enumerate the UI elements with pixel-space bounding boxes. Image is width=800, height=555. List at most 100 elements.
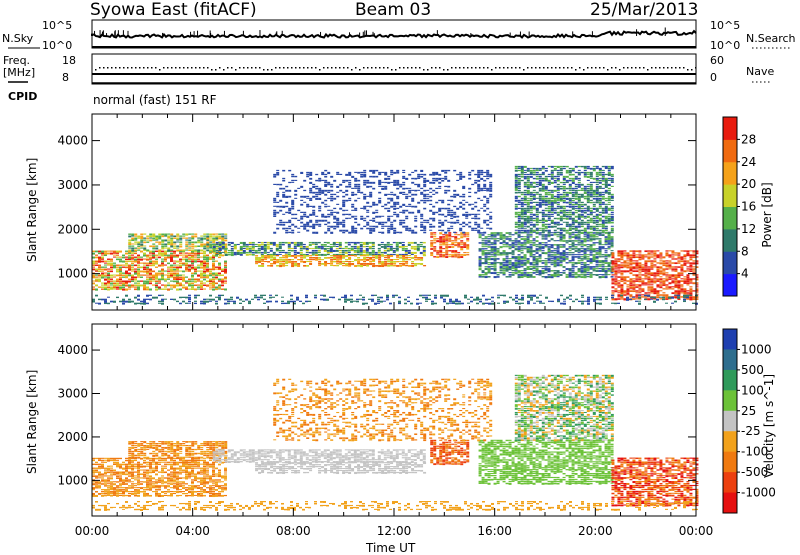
- velocity-cell: [351, 462, 354, 463]
- velocity-cell: [188, 477, 191, 478]
- power-cell: [466, 246, 469, 248]
- power-cell: [366, 257, 369, 258]
- power-cell: [439, 250, 442, 252]
- velocity-cell: [330, 468, 333, 470]
- velocity-cell: [321, 466, 324, 468]
- power-cell: [357, 246, 360, 248]
- velocity-cell: [420, 449, 423, 451]
- power-cell: [194, 251, 197, 252]
- velocity-cell: [336, 470, 339, 472]
- power-cell: [146, 277, 149, 278]
- velocity-cell: [563, 477, 566, 478]
- power-cell: [285, 257, 288, 258]
- velocity-cell: [95, 471, 98, 472]
- velocity-cell: [402, 449, 405, 450]
- velocity-cell: [167, 481, 170, 482]
- power-cell: [442, 240, 445, 242]
- velocity-cell: [176, 471, 179, 473]
- power-cell: [448, 232, 451, 234]
- power-cell: [596, 254, 599, 255]
- power-cell: [575, 246, 578, 247]
- power-cell: [390, 261, 393, 263]
- power-cell: [345, 246, 348, 248]
- velocity-cell: [330, 462, 333, 463]
- velocity-cell: [342, 468, 345, 469]
- velocity-cell: [212, 470, 215, 472]
- power-cell: [203, 265, 206, 267]
- velocity-cell: [542, 451, 545, 452]
- velocity-cell: [536, 444, 539, 445]
- velocity-cell: [267, 462, 270, 464]
- power-cell: [113, 257, 116, 258]
- power-cell: [596, 262, 599, 263]
- power-cell: [164, 255, 167, 256]
- velocity-cell: [215, 483, 218, 485]
- power-cell: [460, 254, 463, 256]
- velocity-cell: [512, 481, 515, 482]
- power-cell: [539, 234, 542, 235]
- velocity-cell: [494, 459, 497, 460]
- power-cell: [551, 234, 554, 236]
- power-cell: [584, 268, 587, 270]
- power-cell: [599, 256, 602, 257]
- power-cell: [176, 288, 179, 290]
- velocity-cell: [312, 457, 315, 458]
- velocity-cell: [384, 457, 387, 459]
- velocity-cell: [554, 471, 557, 473]
- velocity-cell: [143, 455, 146, 456]
- velocity-cell: [131, 460, 134, 462]
- velocity-cell: [215, 493, 218, 495]
- velocity-cell: [430, 450, 433, 451]
- velocity-cell: [218, 481, 221, 482]
- power-cell: [288, 242, 291, 244]
- velocity-cell: [569, 446, 572, 448]
- power-cell: [131, 255, 134, 256]
- velocity-cell: [351, 449, 354, 451]
- nave-dot: [603, 67, 605, 69]
- velocity-cell: [282, 470, 285, 472]
- power-cell: [491, 248, 494, 250]
- power-cell: [515, 242, 518, 243]
- power-cell: [197, 275, 200, 277]
- power-cell: [167, 255, 170, 257]
- velocity-cell: [128, 455, 131, 456]
- velocity-cell: [137, 453, 140, 455]
- velocity-cell: [128, 475, 131, 476]
- velocity-cell: [161, 466, 164, 467]
- power-cell: [249, 252, 252, 253]
- velocity-cell: [542, 459, 545, 460]
- velocity-cell: [267, 455, 270, 457]
- velocity-cell: [282, 464, 285, 466]
- velocity-cell: [584, 481, 587, 482]
- power-cell: [381, 244, 384, 245]
- power-cell: [488, 264, 491, 265]
- power-cell: [209, 286, 212, 287]
- velocity-cell: [213, 451, 216, 453]
- velocity-cell: [482, 465, 485, 467]
- power-cell: [515, 268, 518, 270]
- velocity-cell: [339, 468, 342, 469]
- velocity-cell: [581, 455, 584, 456]
- velocity-cell: [173, 451, 176, 453]
- velocity-cell: [333, 466, 336, 468]
- velocity-cell: [240, 455, 243, 456]
- velocity-cell: [399, 462, 402, 464]
- velocity-cell: [518, 471, 521, 473]
- velocity-cell: [518, 463, 521, 465]
- power-cell: [420, 259, 423, 261]
- power-cell: [95, 279, 98, 281]
- velocity-cell: [581, 477, 584, 478]
- power-cell: [530, 248, 533, 250]
- velocity-cell: [439, 440, 442, 441]
- power-cell: [554, 274, 557, 276]
- power-cell: [545, 238, 548, 240]
- power-cell: [414, 246, 417, 248]
- power-cell: [333, 265, 336, 266]
- velocity-cell: [276, 462, 279, 463]
- power-cell: [110, 283, 113, 285]
- velocity-cell: [527, 442, 530, 444]
- power-cell: [524, 254, 527, 256]
- velocity-cell: [267, 464, 270, 465]
- power-cell: [158, 249, 161, 251]
- power-cell: [503, 236, 506, 238]
